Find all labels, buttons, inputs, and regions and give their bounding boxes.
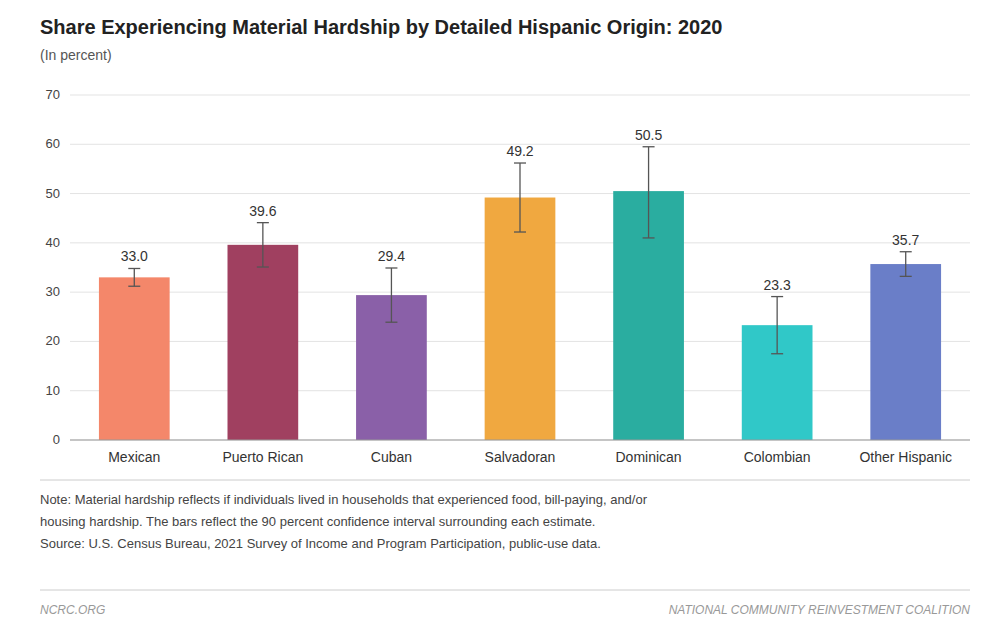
error-bar	[257, 223, 269, 267]
error-bar	[771, 297, 783, 354]
error-bar-cap	[643, 237, 655, 238]
grid-line	[70, 440, 970, 441]
note: Note: Material hardship reflects if indi…	[40, 492, 648, 507]
bar	[228, 245, 299, 440]
error-bar-stem	[648, 147, 649, 238]
footer-right: NATIONAL COMMUNITY REINVESTMENT COALITIO…	[669, 603, 971, 617]
x-axis: Mexican Puerto Rican Cuban Salvadoran Domini…	[108, 449, 952, 465]
y-tick-label: 70	[46, 87, 60, 102]
error-bar	[643, 147, 655, 238]
x-tick-label: Colombian	[744, 449, 811, 465]
error-bar-cap	[385, 267, 397, 268]
x-tick-label: Salvadoran	[485, 449, 556, 465]
data-labels: 33.0 39.6 29.4 49.2 50.5 23.3 35.7	[121, 127, 920, 293]
y-tick-label: 30	[46, 284, 60, 299]
error-bar-cap	[643, 146, 655, 147]
title: Share Experiencing Material Hardship by …	[40, 16, 722, 38]
data-label: 23.3	[764, 277, 791, 293]
subtitle: (In percent)	[40, 47, 112, 63]
error-bar	[385, 268, 397, 322]
error-bar-cap	[514, 231, 526, 232]
error-bar-cap	[128, 268, 140, 269]
error-bar-cap	[514, 162, 526, 163]
bar	[99, 277, 170, 440]
y-tick-label: 50	[46, 186, 60, 201]
bar	[485, 198, 556, 440]
data-label: 33.0	[121, 248, 148, 264]
grid-line	[70, 95, 970, 96]
x-tick-label: Other Hispanic	[859, 449, 952, 465]
x-tick-label: Puerto Rican	[222, 449, 303, 465]
error-bar-stem	[905, 252, 906, 277]
error-bar-stem	[262, 223, 263, 267]
error-bar	[900, 252, 912, 277]
note: housing hardship. The bars reflect the 9…	[40, 514, 595, 529]
error-bar-stem	[134, 268, 135, 286]
y-tick-label: 60	[46, 136, 60, 151]
data-label: 29.4	[378, 248, 405, 264]
note: Source: U.S. Census Bureau, 2021 Survey …	[40, 536, 601, 551]
error-bar-cap	[385, 322, 397, 323]
error-bar-cap	[257, 266, 269, 267]
y-axis: 0 10 20 30 40 50 60 70	[46, 87, 970, 447]
error-bar-stem	[391, 268, 392, 322]
footer-left: NCRC.ORG	[40, 603, 105, 617]
error-bar-cap	[128, 286, 140, 287]
data-label: 39.6	[249, 203, 276, 219]
data-label: 49.2	[506, 143, 533, 159]
background	[0, 0, 1000, 640]
y-tick-label: 10	[46, 383, 60, 398]
x-tick-label: Cuban	[371, 449, 412, 465]
footer-separator	[40, 590, 970, 591]
data-label: 50.5	[635, 127, 662, 143]
data-label: 35.7	[892, 232, 919, 248]
error-bar	[128, 268, 140, 286]
y-tick-label: 40	[46, 235, 60, 250]
x-tick-label: Dominican	[616, 449, 682, 465]
error-bar-cap	[900, 251, 912, 252]
chart: Share Experiencing Material Hardship by …	[0, 0, 1000, 640]
error-bar-cap	[900, 276, 912, 277]
separator	[40, 480, 970, 481]
error-bar-cap	[257, 222, 269, 223]
error-bar-cap	[771, 353, 783, 354]
x-axis-line	[70, 440, 970, 441]
y-tick-label: 20	[46, 333, 60, 348]
error-bar-stem	[519, 163, 520, 232]
error-bar-cap	[771, 296, 783, 297]
error-bar	[514, 163, 526, 232]
error-bar-stem	[776, 297, 777, 354]
bar	[870, 264, 941, 440]
bars	[99, 147, 941, 440]
y-tick-label: 0	[53, 432, 60, 447]
x-tick-label: Mexican	[108, 449, 160, 465]
